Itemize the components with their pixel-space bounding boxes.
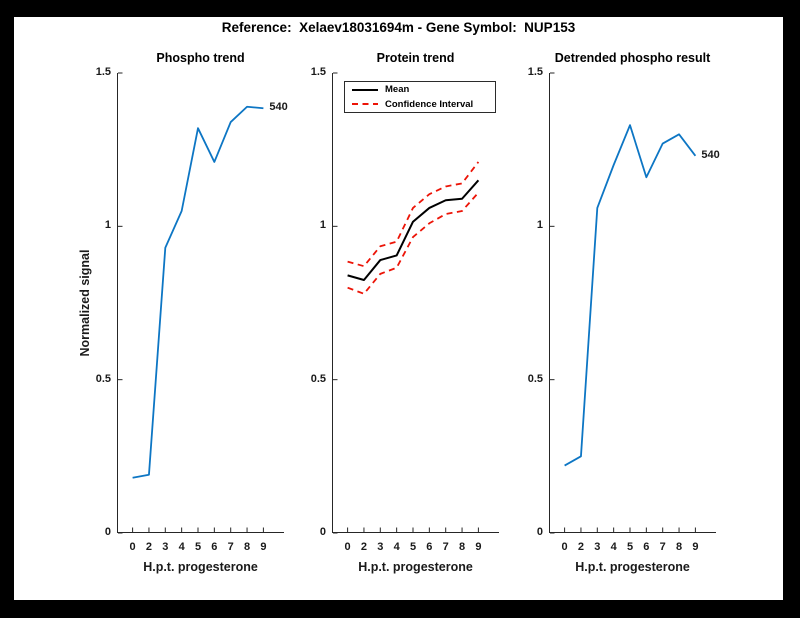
x-tick-label: 8 (675, 541, 683, 553)
x-tick-label: 9 (475, 541, 482, 553)
legend-item-confidence-interval: Confidence Interval (345, 97, 495, 111)
phospho-signal-line (132, 105, 264, 479)
x-tick-label: 3 (162, 541, 169, 553)
legend-item-mean: Mean (345, 83, 495, 97)
x-tick-label: 0 (344, 541, 351, 553)
y-tick-label: 0 (104, 526, 111, 538)
x-tick-label: 9 (692, 541, 699, 553)
y-tick-label: 0 (319, 526, 326, 538)
endpoint-value-label: 540 (269, 101, 288, 114)
y-tick-label: 1.5 (527, 66, 543, 78)
subplot-detrended-phospho: Detrended phospho result H.p.t. progeste… (528, 51, 720, 574)
mean-line-swatch-icon (352, 88, 378, 91)
endpoint-value-label: 540 (701, 148, 720, 161)
x-tick-label: 6 (426, 541, 433, 553)
x-tick-label: 5 (409, 541, 417, 553)
legend-label: Confidence Interval (385, 98, 474, 110)
x-tick-label: 5 (194, 541, 202, 553)
subplot-title: Detrended phospho result (554, 51, 711, 65)
y-tick-label: 1 (536, 219, 543, 232)
x-axis-label: H.p.t. progesterone (358, 560, 473, 574)
y-tick-label: 0.5 (527, 372, 543, 385)
confidence-interval-swatch-icon (352, 103, 378, 106)
x-tick-label: 7 (442, 541, 449, 553)
x-tick-label: 7 (227, 541, 234, 553)
subplot-title: Phospho trend (156, 51, 245, 65)
legend-box: Mean Confidence Interval (344, 81, 496, 113)
y-tick-label: 1 (104, 219, 111, 232)
y-tick-label: 1 (319, 219, 326, 232)
y-axis-label: Normalized signal (78, 249, 92, 357)
confidence-lower-line (347, 192, 480, 295)
x-tick-label: 7 (659, 541, 666, 553)
x-tick-label: 2 (360, 541, 367, 553)
x-tick-label: 6 (643, 541, 650, 553)
x-tick-label: 3 (594, 541, 601, 553)
x-tick-label: 5 (626, 541, 634, 553)
x-tick-label: 4 (393, 541, 400, 553)
x-tick-label: 2 (577, 541, 584, 553)
confidence-upper-line (347, 161, 480, 268)
x-tick-label: 2 (145, 541, 152, 553)
figure-canvas: Reference: Xelaev18031694m - Gene Symbol… (14, 17, 783, 600)
detrended-phospho-line (564, 124, 697, 467)
y-tick-label: 1.5 (95, 66, 111, 78)
y-tick-label: 1.5 (310, 66, 326, 78)
y-tick-label: 0.5 (95, 372, 111, 385)
x-axis-label: H.p.t. progesterone (143, 560, 258, 574)
y-tick-label: 0.5 (310, 372, 326, 385)
x-tick-label: 4 (610, 541, 617, 553)
figure-title: Reference: Xelaev18031694m - Gene Symbol… (221, 20, 576, 35)
subplot-protein-trend: Protein trend H.p.t. progesterone Mean C… (311, 51, 499, 574)
phospho-trend-plot (117, 72, 284, 534)
protein-trend-plot (332, 72, 499, 534)
detrended-phospho-plot (549, 72, 716, 534)
y-tick-label: 0 (536, 526, 543, 538)
mean-line (347, 179, 480, 281)
x-tick-label: 6 (211, 541, 218, 553)
legend-label: Mean (385, 84, 410, 96)
x-tick-label: 8 (458, 541, 466, 553)
x-tick-label: 0 (561, 541, 568, 553)
subplot-title: Protein trend (376, 51, 455, 65)
x-tick-label: 4 (178, 541, 185, 553)
x-axis-label: H.p.t. progesterone (575, 560, 690, 574)
x-tick-label: 8 (243, 541, 251, 553)
x-tick-label: 9 (260, 541, 267, 553)
x-tick-label: 3 (377, 541, 384, 553)
x-tick-label: 0 (129, 541, 136, 553)
